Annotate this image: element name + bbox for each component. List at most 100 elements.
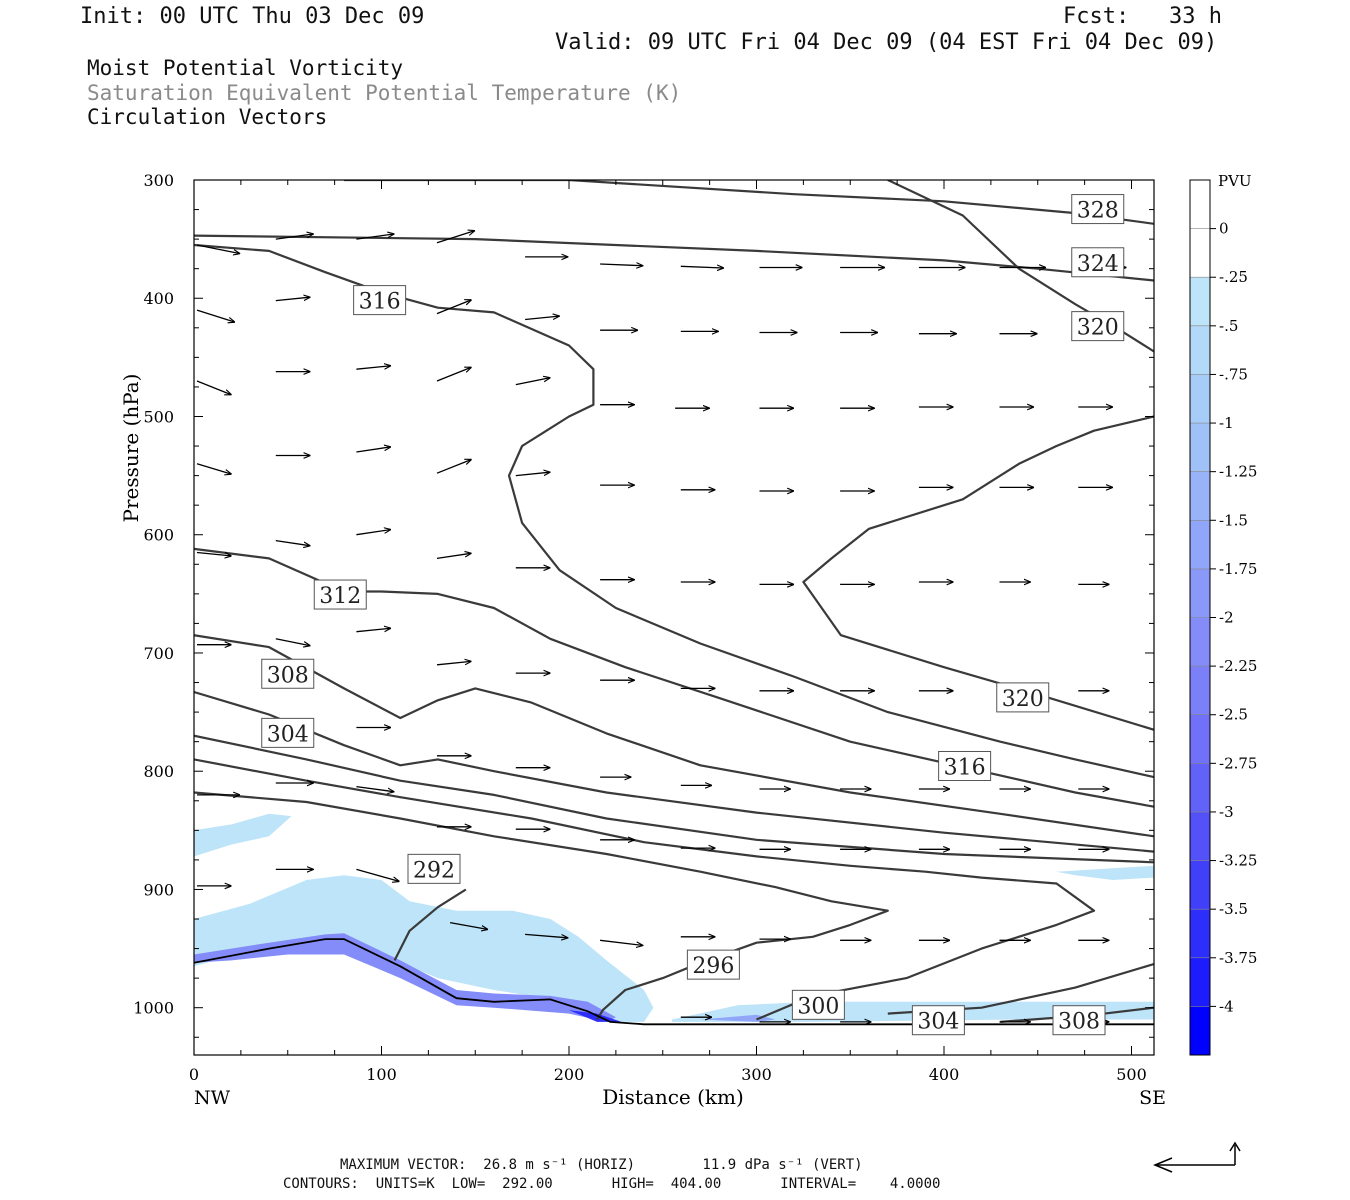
y-tick-label: 300 (143, 171, 174, 190)
colorbar-label: -2.75 (1219, 754, 1257, 772)
field-title-pv: Moist Potential Vorticity (87, 56, 404, 80)
circulation-vector-12 (196, 309, 234, 322)
contour-label-328-0: 328 (1071, 194, 1125, 225)
reference-vector-icon (1153, 1141, 1241, 1173)
svg-text:320: 320 (1077, 316, 1119, 341)
colorbar-label: -3.25 (1219, 852, 1257, 870)
axes: 300 400 500 600 700 800 900 1000 0 100 200 300 400 50… (133, 171, 1154, 1084)
colorbar-swatch-0 (1190, 180, 1210, 230)
nw-label: NW (194, 1087, 231, 1109)
circulation-vector-38 (356, 447, 390, 453)
circulation-vector-49 (275, 539, 310, 546)
circulation-vector-63 (436, 661, 471, 666)
field-title-vectors: Circulation Vectors (87, 105, 328, 129)
y-axis-label: Pressure (hPa) (119, 374, 143, 523)
svg-text:296: 296 (692, 954, 734, 979)
y-tick-label: 600 (143, 526, 174, 545)
forecast-hour: Fcst: 33 h (1063, 4, 1222, 29)
contour-label-292-7: 292 (407, 853, 461, 884)
contour-label-316-3: 316 (353, 285, 407, 316)
circulation-vector-36 (196, 463, 231, 474)
y-tick-label: 800 (143, 762, 174, 781)
colorbar-label: -.5 (1219, 317, 1238, 335)
colorbar-swatch-3 (1190, 325, 1210, 375)
colorbar-swatch-10 (1190, 666, 1210, 716)
colorbar-label: -2.25 (1219, 657, 1257, 675)
colorbar-label: 0 (1219, 220, 1229, 238)
contour-label-300-11: 300 (791, 989, 845, 1020)
circulation-vector-6 (680, 266, 724, 268)
contour-label-320-2: 320 (1071, 311, 1125, 342)
terrain-boundary (194, 938, 1154, 1026)
contour-label-320-8: 320 (996, 682, 1050, 713)
circulation-vector-48 (196, 551, 231, 556)
contour-info-note: CONTOURS: UNITS=K LOW= 292.00 HIGH= 404.… (283, 1176, 941, 1192)
circulation-vector-3 (436, 231, 474, 244)
svg-text:308: 308 (267, 663, 309, 688)
svg-text:320: 320 (1002, 687, 1044, 712)
colorbar-label: -4 (1219, 997, 1234, 1015)
x-tick-label: 0 (189, 1065, 199, 1084)
svg-text:300: 300 (797, 994, 839, 1019)
y-tick-label: 900 (143, 880, 174, 899)
x-tick-label: 100 (366, 1065, 397, 1084)
terrain-line (194, 938, 1154, 1026)
circulation-vector-24 (196, 380, 231, 395)
svg-text:304: 304 (267, 722, 309, 747)
max-vector-note: MAXIMUM VECTOR: 26.8 m s⁻¹ (HORIZ) 11.9 … (340, 1157, 863, 1173)
contour-label-312-4: 312 (313, 579, 367, 610)
svg-text:316: 316 (944, 755, 986, 780)
colorbar-swatch-9 (1190, 617, 1210, 667)
pv-region-1 (194, 875, 654, 1022)
circulation-vector-39 (436, 460, 471, 474)
pv-region-4 (194, 933, 616, 1022)
init-time: Init: 00 UTC Thu 03 Dec 09 (80, 4, 425, 29)
valid-time: Valid: 09 UTC Fri 04 Dec 09 (04 EST Fri … (555, 30, 1218, 55)
circulation-vector-2 (356, 234, 393, 240)
colorbar-label: -.75 (1219, 365, 1248, 383)
colorbar-label: -1.5 (1219, 511, 1248, 529)
theta-contour-320-4 (802, 415, 1154, 731)
pv-colorbar: 0 -.25 -.5 -.75 -1 -1.25 -1.5 -1.75 -2 -2.25 -2.5 -… (1189, 179, 1257, 1056)
colorbar-swatch-6 (1190, 471, 1210, 521)
colorbar-label: -3 (1219, 803, 1234, 821)
circulation-vector-85 (356, 785, 393, 792)
contour-label-308-13: 308 (1052, 1005, 1106, 1036)
svg-text:292: 292 (413, 858, 455, 883)
circulation-vector-16 (525, 316, 559, 321)
colorbar-swatch-16 (1190, 957, 1210, 1007)
colorbar-label: -2 (1219, 609, 1234, 627)
colorbar-swatch-5 (1190, 423, 1210, 473)
colorbar-swatch-15 (1190, 909, 1210, 959)
pv-region-0 (194, 813, 292, 857)
x-tick-label: 300 (741, 1065, 772, 1084)
circulation-vector-0 (196, 244, 240, 254)
colorbar-label: -1.25 (1219, 463, 1257, 481)
colorbar-unit: PVU (1218, 172, 1252, 190)
circulation-vector-98 (449, 921, 487, 930)
circulation-vector-61 (275, 638, 310, 646)
x-tick-label: 500 (1116, 1065, 1147, 1084)
theta-contour-320-2 (887, 180, 1154, 353)
colorbar-label: -1 (1219, 414, 1234, 432)
circulation-vector-28 (515, 378, 550, 386)
circulation-vector-27 (436, 367, 471, 382)
colorbar-label: -2.5 (1219, 706, 1248, 724)
svg-text:316: 316 (359, 290, 401, 315)
y-tick-label: 500 (143, 407, 174, 426)
theta-contour-316-3 (194, 243, 1154, 779)
contour-label-324-1: 324 (1071, 247, 1125, 278)
circulation-vector-40 (515, 472, 550, 477)
colorbar-swatch-11 (1190, 714, 1210, 764)
y-tick-label: 1000 (133, 999, 174, 1018)
theta-contour-292-11 (393, 888, 467, 961)
colorbar-swatch-1 (1190, 228, 1210, 278)
contour-label-304-6: 304 (261, 717, 315, 748)
circulation-vector-1 (275, 234, 313, 240)
y-tick-label: 700 (143, 644, 174, 663)
circulation-vector-15 (436, 300, 471, 315)
contour-label-296-10: 296 (686, 949, 740, 980)
pv-region-6 (700, 1014, 776, 1022)
colorbar-label: -.25 (1219, 268, 1248, 286)
